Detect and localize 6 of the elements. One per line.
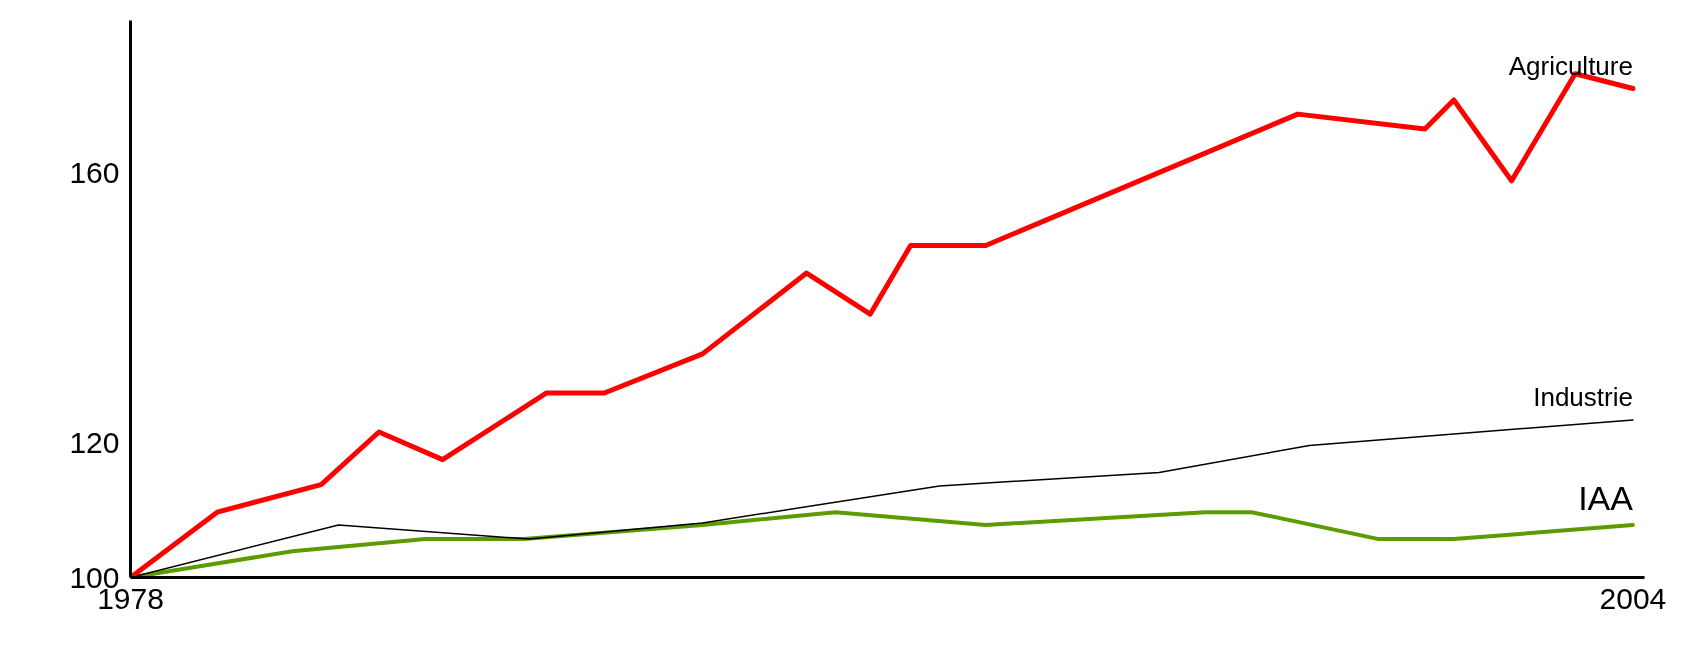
y-tick-label: 120 [69,425,120,459]
series-label: Industrie [1533,381,1633,412]
series-label: IAA [1578,478,1634,517]
series-label: Agriculture [1508,50,1633,81]
x-tick-label: 2004 [1599,581,1667,615]
y-tick-label: 160 [69,156,120,190]
